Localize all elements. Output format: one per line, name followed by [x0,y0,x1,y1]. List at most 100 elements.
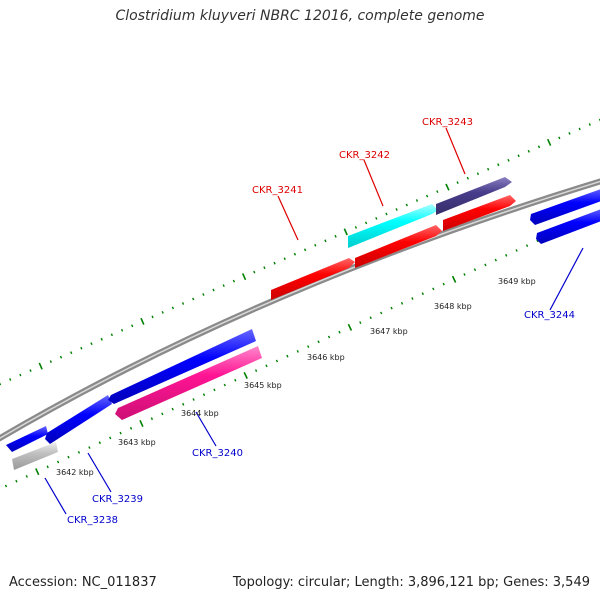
gene-arrow-ckr-3243[interactable] [436,177,512,215]
forward-tick-44 [445,183,450,191]
gene-label-ckr-3240[interactable]: CKR_3240 [192,448,243,459]
forward-tick-37 [375,217,378,220]
forward-tick-40 [405,203,408,207]
forward-tick-57 [578,127,581,131]
forward-tick-43 [436,190,439,193]
page-title: Clostridium kluyveri NBRC 12016, complet… [115,8,485,24]
reverse-tick-45 [473,268,477,272]
scale-label-3643: 3643 kbp [118,438,156,447]
forward-tick-34 [343,228,348,236]
forward-tick-58 [588,123,591,126]
gene-arrow-ckr-3239-c[interactable] [108,329,256,404]
reverse-tick-7 [77,450,81,454]
forward-tick-46 [466,176,469,180]
reverse-tick-34 [359,321,362,324]
scale-label-3647: 3647 kbp [370,327,408,336]
reverse-tick-41 [432,287,435,291]
forward-tick-12 [120,328,124,332]
forward-tick-4 [38,362,43,370]
forward-tick-38 [385,212,388,216]
forward-tick-28 [283,257,286,261]
reverse-tick-17 [182,402,185,406]
gene-arrow-ckr-3244-b[interactable] [536,208,600,244]
forward-tick-23 [232,279,236,283]
forward-tick-13 [131,324,134,328]
forward-tick-24 [241,273,247,281]
forward-tick-54 [546,138,552,146]
reverse-tick-50 [525,244,529,248]
reverse-tick-18 [192,398,195,401]
reverse-tick-13 [139,419,144,428]
forward-tick-1 [9,378,12,381]
reverse-tick-33 [347,323,353,331]
scale-label-3646: 3646 kbp [307,353,345,362]
forward-tick-16 [161,311,164,314]
gene-arrow-ckr-3239-b[interactable] [45,395,112,444]
forward-tick-36 [364,221,368,225]
forward-tick-7 [70,351,73,355]
gene-label-ckr-3244[interactable]: CKR_3244 [524,310,575,321]
scale-label-3645: 3645 kbp [244,381,282,390]
forward-tick-17 [171,306,175,310]
forward-tick-47 [476,172,480,176]
gene-arrow-ckr-3238[interactable] [12,442,58,470]
reverse-tick-29 [307,345,310,348]
reverse-tick-16 [171,407,174,411]
gene-label-ckr-3239[interactable]: CKR_3239 [92,494,143,505]
scale-labels: 3642 kbp 3643 kbp 3644 kbp 3645 kbp 3646… [56,277,536,477]
gene-label-ckr-3241[interactable]: CKR_3241 [252,185,303,196]
reverse-tick-10 [109,436,112,440]
gene-arrow-ckr-3240[interactable] [115,346,262,420]
reverse-tick-31 [327,335,331,339]
reverse-tick-12 [129,426,133,430]
gene-label-ckr-3242[interactable]: CKR_3242 [339,150,390,161]
reverse-tick-row [4,210,600,488]
forward-tick-22 [222,284,225,287]
reverse-tick-5 [56,460,60,464]
gene-arrow-ckr-3244[interactable] [530,188,600,225]
gene-arrow-ckr-3241[interactable] [271,258,355,300]
forward-tick-31 [314,243,317,247]
forward-tick-20 [202,293,205,296]
reverse-tick-47 [494,258,497,262]
forward-tick-10 [100,337,103,341]
reverse-tick-32 [338,330,341,334]
reverse-tick-8 [88,446,91,449]
forward-tick-52 [527,149,530,153]
forward-tick-19 [192,297,195,301]
reverse-tick-22 [234,378,237,382]
gene-arrow-ckr-3239[interactable] [6,426,48,452]
reverse-tick-28 [296,350,299,353]
gene-arrow-ckr-3243-b[interactable] [443,195,516,231]
scale-label-3644: 3644 kbp [181,409,219,418]
reverse-tick-21 [223,383,226,387]
reverse-tick-39 [411,297,414,300]
reverse-tick-26 [275,359,279,363]
scale-label-3648: 3648 kbp [434,302,472,311]
forward-tick-6 [59,355,63,359]
forward-tick-48 [487,167,490,171]
reverse-tick-49 [515,249,518,252]
forward-tick-33 [334,234,337,238]
forward-tick-14 [140,317,145,325]
reverse-tick-4 [46,465,49,469]
forward-tick-53 [537,145,541,149]
gene-label-ckr-3238[interactable]: CKR_3238 [67,515,118,526]
forward-tick-3 [29,369,32,372]
reverse-tick-23 [243,371,248,379]
forward-tick-45 [456,181,459,184]
forward-tick-27 [273,261,276,265]
forward-tick-25 [253,270,256,274]
gene-arrow-ckr-3242[interactable] [348,204,438,248]
forward-tick-56 [568,132,571,135]
forward-tick-30 [303,248,307,252]
reverse-tick-35 [369,316,372,320]
reverse-tick-11 [119,431,122,435]
forward-tick-5 [49,360,52,363]
reverse-tick-38 [400,301,404,305]
forward-tick-35 [354,226,358,229]
reverse-tick-37 [390,306,393,310]
gene-label-ckr-3243[interactable]: CKR_3243 [422,117,473,128]
gene-arrow-ckr-3241-b[interactable] [355,225,442,268]
